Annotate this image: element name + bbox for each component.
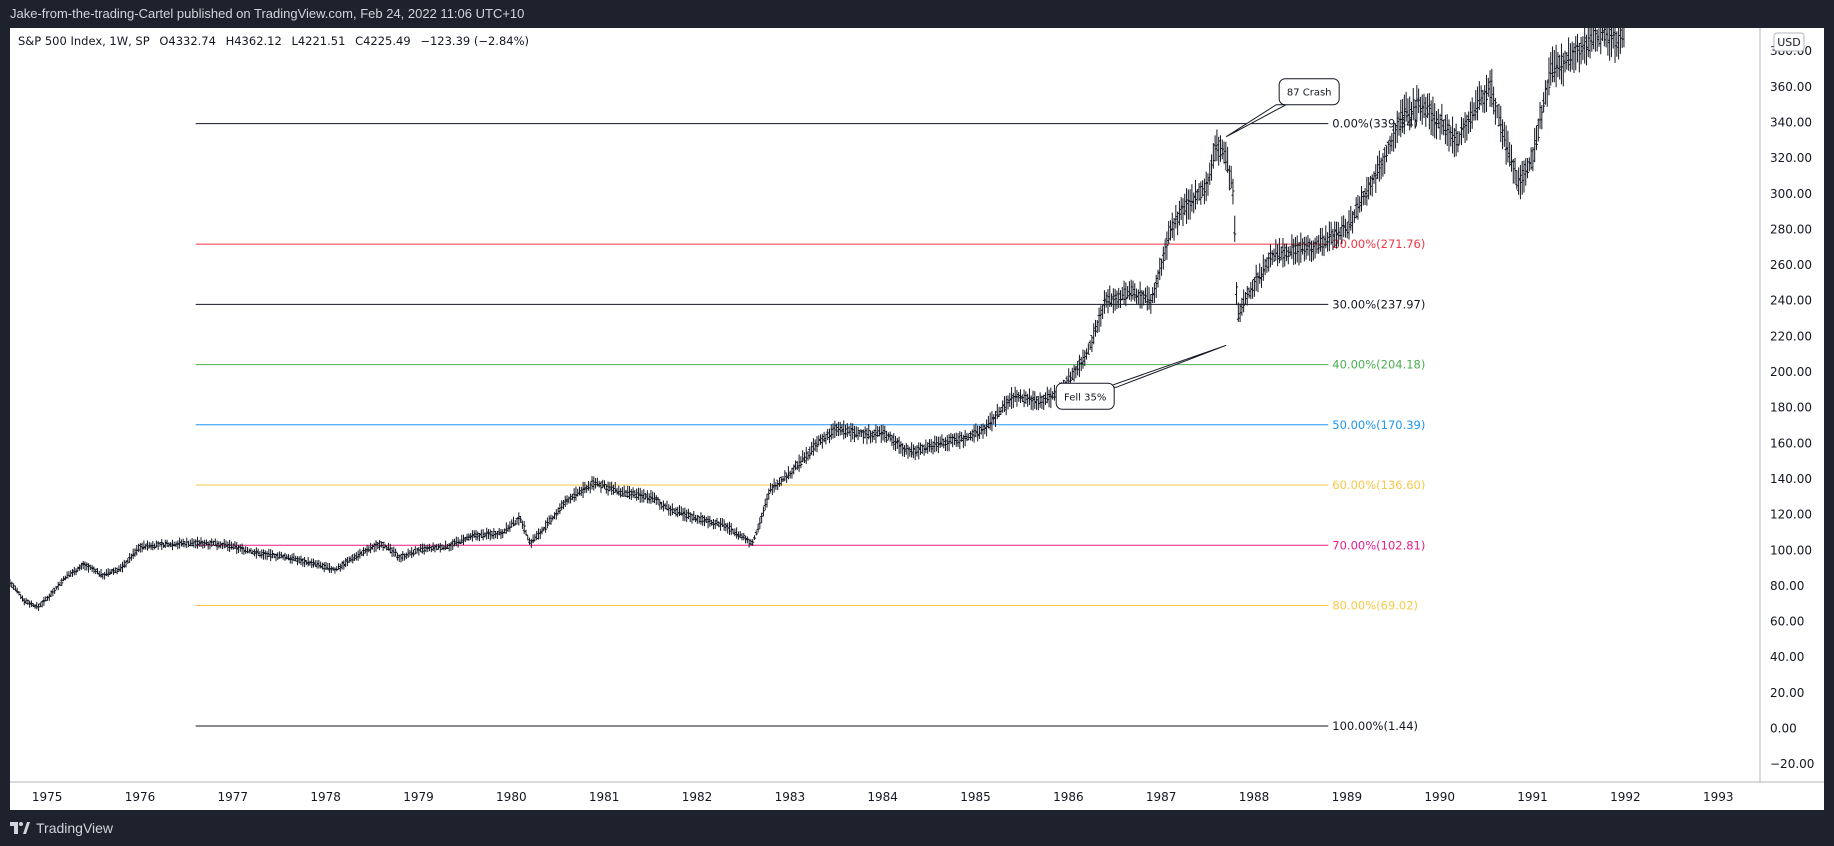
fib-level-label: 80.00%(69.02) [1332,598,1418,612]
fib-level-label: 70.00%(102.81) [1332,538,1425,552]
x-tick-label: 1979 [403,790,434,804]
y-tick-label: 300.00 [1770,187,1812,201]
y-tick-label: 340.00 [1770,115,1812,129]
y-tick-label: 100.00 [1770,543,1812,557]
tradingview-logo[interactable]: TradingView [10,820,113,836]
fib-level-label: 60.00%(136.60) [1332,478,1425,492]
fib-level-label: 50.00%(170.39) [1332,418,1425,432]
fib-level-label: 100.00%(1.44) [1332,719,1418,733]
x-tick-label: 1978 [310,790,341,804]
x-tick-label: 1987 [1146,790,1177,804]
y-tick-label: 240.00 [1770,294,1812,308]
x-tick-label: 1981 [589,790,620,804]
callout-fell-pointer [1106,344,1227,388]
y-tick-label: 160.00 [1770,436,1812,450]
legend-close: C4225.49 [355,34,411,48]
x-tick-label: 1993 [1703,790,1734,804]
callout-87-crash-box[interactable] [1278,78,1340,106]
brand-label: TradingView [36,820,114,836]
legend-open: O4332.74 [159,34,216,48]
x-tick-label: 1977 [218,790,249,804]
currency-badge[interactable] [1773,32,1805,52]
x-tick-label: 1983 [775,790,806,804]
callout-fell-text: Fell 35% [1064,392,1106,403]
x-tick-label: 1986 [1053,790,1084,804]
y-tick-label: −20.00 [1770,757,1814,771]
y-tick-label: 180.00 [1770,401,1812,415]
y-tick-label: 200.00 [1770,365,1812,379]
y-tick-label: 280.00 [1770,222,1812,236]
x-tick-label: 1991 [1517,790,1548,804]
y-tick-label: 320.00 [1770,151,1812,165]
y-tick-label: 220.00 [1770,329,1812,343]
x-tick-label: 1990 [1424,790,1455,804]
x-tick-label: 1982 [682,790,713,804]
x-tick-label: 1976 [125,790,156,804]
y-tick-label: 0.00 [1770,722,1797,736]
currency-label: USD [1777,36,1801,49]
callout-87-crash-pointer [1225,104,1287,138]
publish-header: Jake-from-the-trading-Cartel published o… [0,0,1834,28]
callout-fell-box[interactable] [1055,382,1115,410]
chart-frame[interactable]: −20.00 0.00 20.00 40.00 60.00 80.00 100.00 120.… [10,28,1824,810]
tradingview-logo-icon [10,822,30,834]
y-tick-label: 140.00 [1770,472,1812,486]
fib-level-label: 30.00%(237.97) [1332,297,1425,311]
x-tick-label: 1988 [1239,790,1270,804]
x-tick-label: 1984 [867,790,898,804]
legend-symbol: S&P 500 Index, 1W, SP [18,34,150,48]
y-tick-label: 40.00 [1770,650,1804,664]
x-tick-label: 1989 [1332,790,1363,804]
legend-low: L4221.51 [291,34,346,48]
fib-level-label: 40.00%(204.18) [1332,358,1425,372]
x-tick-label: 1985 [960,790,991,804]
fib-level-label: 0.00%(339.34) [1332,117,1418,131]
x-tick-label: 1992 [1610,790,1641,804]
y-tick-label: 80.00 [1770,579,1804,593]
y-tick-label: 260.00 [1770,258,1812,272]
footer-bar: TradingView [0,810,1834,846]
symbol-legend: S&P 500 Index, 1W, SP O4332.74 H4362.12 … [18,34,535,48]
y-tick-label: 60.00 [1770,615,1804,629]
legend-high: H4362.12 [225,34,282,48]
legend-change: −123.39 (−2.84%) [420,34,529,48]
callout-87-crash-text: 87 Crash [1287,88,1332,99]
price-chart[interactable]: −20.00 0.00 20.00 40.00 60.00 80.00 100.00 120.… [10,28,1824,810]
x-tick-label: 1975 [32,790,63,804]
y-tick-label: 360.00 [1770,80,1812,94]
y-tick-label: 120.00 [1770,508,1812,522]
publish-line: Jake-from-the-trading-Cartel published o… [10,6,525,21]
fib-level-label: 20.00%(271.76) [1332,237,1425,251]
y-tick-label: 20.00 [1770,686,1804,700]
x-tick-label: 1980 [496,790,527,804]
